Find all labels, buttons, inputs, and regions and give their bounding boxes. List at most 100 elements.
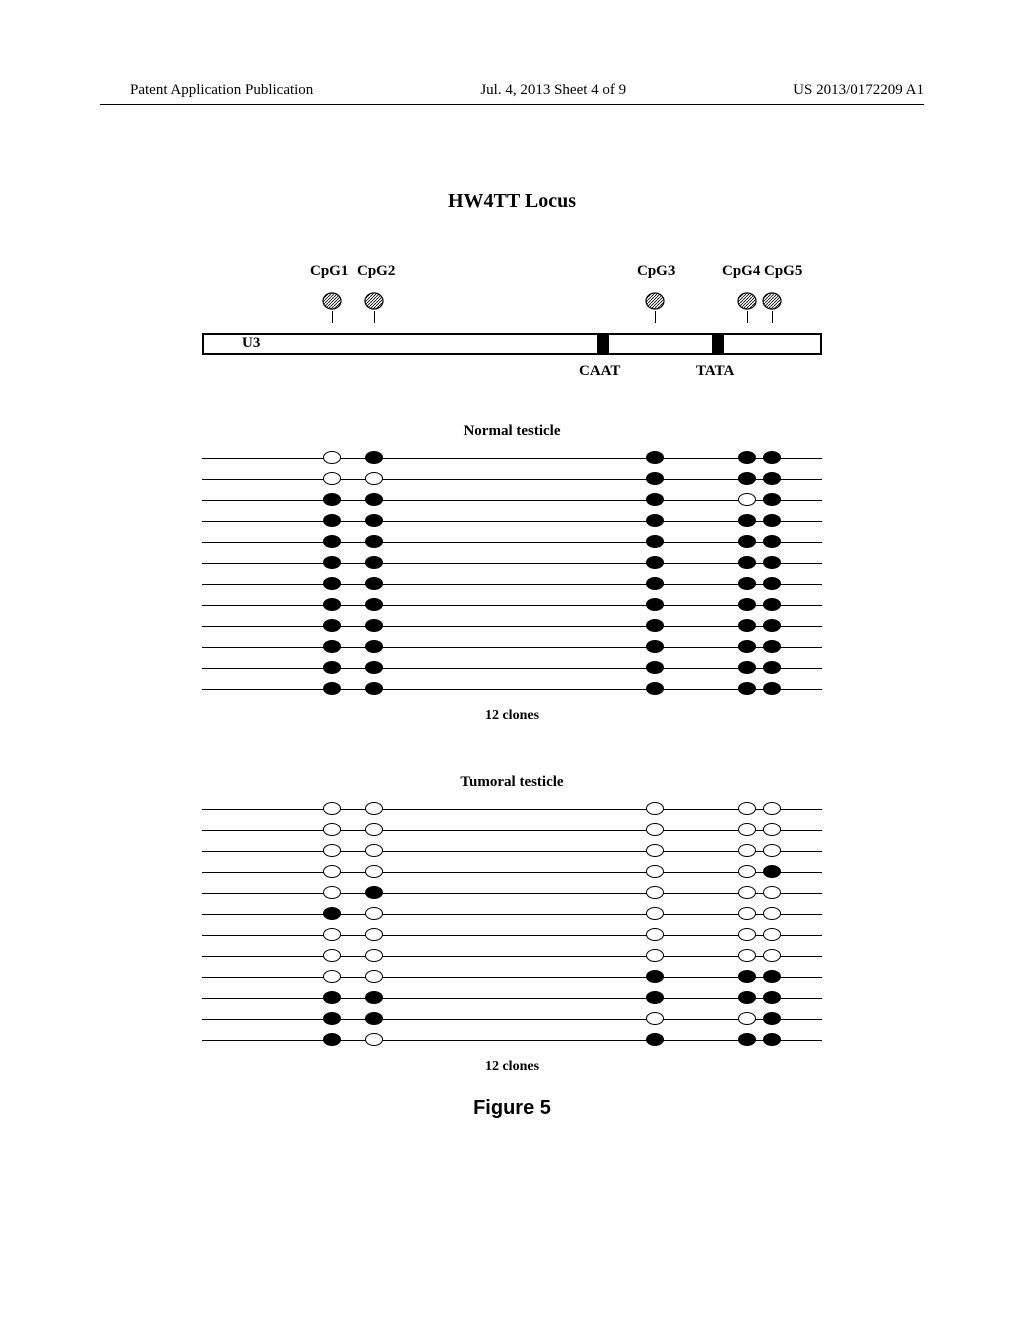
cpg-site	[738, 823, 756, 836]
cpg-site	[365, 886, 383, 899]
clone-row	[202, 799, 822, 820]
cpg-site	[738, 865, 756, 878]
cpg-site	[646, 640, 664, 653]
normal-clone-block	[202, 448, 822, 700]
cpg-marker-4	[737, 291, 757, 311]
clone-line	[202, 521, 822, 522]
cpg-stalk-5	[772, 311, 773, 323]
clone-row	[202, 1009, 822, 1030]
clone-line	[202, 851, 822, 852]
cpg-site	[646, 844, 664, 857]
cpg-marker-2	[364, 291, 384, 311]
cpg-site	[763, 1012, 781, 1025]
cpg-site	[646, 619, 664, 632]
tata-box	[712, 333, 724, 355]
cpg-label-1: CpG1	[310, 263, 348, 280]
cpg-site	[646, 535, 664, 548]
cpg-site	[763, 451, 781, 464]
cpg-site	[646, 556, 664, 569]
clone-line	[202, 977, 822, 978]
cpg-site	[365, 844, 383, 857]
clone-row	[202, 574, 822, 595]
cpg-site	[646, 514, 664, 527]
clone-row	[202, 925, 822, 946]
cpg-site	[763, 493, 781, 506]
cpg-site	[763, 535, 781, 548]
cpg-site	[365, 556, 383, 569]
cpg-site	[365, 451, 383, 464]
cpg-site	[323, 1012, 341, 1025]
cpg-site	[738, 802, 756, 815]
cpg-site	[323, 1033, 341, 1046]
clone-row	[202, 553, 822, 574]
cpg-site	[365, 823, 383, 836]
cpg-site	[738, 949, 756, 962]
cpg-site	[763, 598, 781, 611]
cpg-site	[763, 661, 781, 674]
clone-row	[202, 904, 822, 925]
cpg-site	[738, 1012, 756, 1025]
clone-row	[202, 448, 822, 469]
clone-row	[202, 967, 822, 988]
cpg-site	[646, 991, 664, 1004]
clone-row	[202, 637, 822, 658]
clone-row	[202, 841, 822, 862]
cpg-site	[763, 823, 781, 836]
cpg-site	[323, 535, 341, 548]
cpg-site	[323, 556, 341, 569]
cpg-site	[763, 1033, 781, 1046]
cpg-site	[738, 1033, 756, 1046]
locus-bar	[202, 333, 822, 355]
cpg-label-4: CpG4	[722, 263, 760, 280]
locus-title: HW4TT Locus	[130, 190, 894, 213]
clone-row	[202, 883, 822, 904]
cpg-site	[763, 619, 781, 632]
clone-line	[202, 935, 822, 936]
cpg-site	[365, 949, 383, 962]
cpg-site	[646, 886, 664, 899]
clone-row	[202, 679, 822, 700]
cpg-site	[646, 1033, 664, 1046]
clone-line	[202, 809, 822, 810]
clone-line	[202, 458, 822, 459]
cpg-site	[738, 472, 756, 485]
clone-line	[202, 500, 822, 501]
cpg-site	[323, 661, 341, 674]
normal-clones-label: 12 clones	[130, 708, 894, 724]
cpg-site	[763, 514, 781, 527]
clone-line	[202, 479, 822, 480]
cpg-site	[738, 991, 756, 1004]
clone-row	[202, 988, 822, 1009]
cpg-site	[365, 472, 383, 485]
cpg-site	[646, 1012, 664, 1025]
clone-line	[202, 830, 822, 831]
clone-line	[202, 605, 822, 606]
cpg-site	[323, 577, 341, 590]
cpg-site	[365, 535, 383, 548]
clone-row	[202, 946, 822, 967]
cpg-site	[323, 472, 341, 485]
clone-line	[202, 893, 822, 894]
cpg-site	[365, 907, 383, 920]
cpg-site	[738, 556, 756, 569]
clone-line	[202, 563, 822, 564]
tata-label: TATA	[696, 363, 734, 380]
clone-line	[202, 689, 822, 690]
figure-content: HW4TT Locus U3 CpG1CpG2CpG3CpG4CpG5CAATT…	[130, 190, 894, 1075]
cpg-site	[365, 991, 383, 1004]
figure-number: Figure 5	[0, 1097, 1024, 1120]
clone-row	[202, 532, 822, 553]
clone-line	[202, 1019, 822, 1020]
cpg-site	[323, 886, 341, 899]
cpg-site	[738, 514, 756, 527]
cpg-site	[763, 682, 781, 695]
cpg-site	[323, 598, 341, 611]
cpg-stalk-1	[332, 311, 333, 323]
cpg-site	[365, 802, 383, 815]
cpg-site	[738, 682, 756, 695]
cpg-marker-3	[645, 291, 665, 311]
cpg-site	[365, 970, 383, 983]
header-left: Patent Application Publication	[130, 82, 313, 99]
cpg-label-3: CpG3	[637, 263, 675, 280]
cpg-marker-5	[762, 291, 782, 311]
